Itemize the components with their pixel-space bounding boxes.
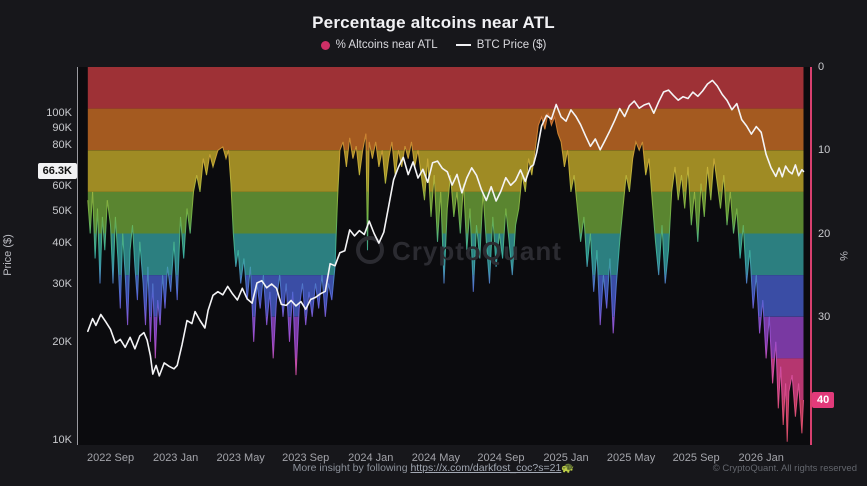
btc-line-icon	[455, 44, 471, 46]
y-axis-left-title: Price ($)	[2, 234, 14, 276]
x-tick-2023-May: 2023 May	[216, 452, 265, 464]
plot-canvas[interactable]: CryptoQuant	[78, 67, 810, 445]
y-left-tick-100K: 100K	[46, 107, 72, 120]
y-left-tick-60K: 60K	[52, 179, 72, 192]
altcoins-dot-icon	[320, 40, 330, 50]
x-tick-2023-Jan: 2023 Jan	[152, 452, 199, 464]
insight-link[interactable]: https://x.com/darkfost_coc?s=21	[410, 462, 562, 474]
rainbow-area-chart: CryptoQuant	[87, 67, 805, 442]
y-left-tick-50K: 50K	[52, 205, 72, 218]
y-right-tick-10: 10	[818, 144, 831, 157]
x-tick-2023-Sep: 2023 Sep	[282, 452, 330, 464]
y-left-tick-20K: 20K	[52, 335, 72, 348]
legend-label-altcoins: % Altcoins near ATL	[335, 39, 438, 51]
y-left-tick-10K: 10K	[52, 433, 72, 446]
btc-current-price-badge: 66.3K	[37, 163, 77, 180]
legend-item-btc[interactable]: BTC Price ($)	[455, 39, 547, 51]
y-left-tick-40K: 40K	[52, 237, 72, 250]
y-axis-right-spine	[810, 67, 812, 445]
page-title: Percentage altcoins near ATL	[312, 13, 555, 32]
cryptoquant-watermark: CryptoQuant	[392, 236, 562, 266]
legend: % Altcoins near ATL BTC Price ($)	[0, 39, 867, 51]
y-left-tick-30K: 30K	[52, 277, 72, 290]
legend-label-btc: BTC Price ($)	[476, 39, 547, 51]
footer-insight: More insight by following https://x.com/…	[0, 461, 867, 474]
x-tick-2024-May: 2024 May	[411, 452, 461, 464]
copyright-text: © CryptoQuant. All rights reserved	[712, 463, 857, 474]
y-left-tick-90K: 90K	[52, 121, 72, 134]
y-left-tick-80K: 80K	[52, 138, 72, 151]
y-right-tick-0: 0	[818, 61, 825, 73]
y-right-tick-20: 20	[818, 227, 831, 240]
x-tick-2022-Sep: 2022 Sep	[86, 452, 135, 464]
x-tick-2024-Sep: 2024 Sep	[477, 452, 525, 464]
y-axis-right-title: %	[837, 251, 849, 261]
insight-prefix: More insight by following	[292, 462, 411, 474]
x-tick-2026-Jan: 2026 Jan	[738, 452, 784, 464]
x-tick-2025-Sep: 2025 Sep	[672, 452, 720, 464]
altcoins-current-pct-badge: 40	[812, 392, 835, 409]
y-right-tick-30: 30	[818, 310, 831, 323]
x-tick-2025-May: 2025 May	[606, 452, 656, 464]
legend-item-altcoins[interactable]: % Altcoins near ATL	[320, 39, 438, 51]
x-tick-2025-Jan: 2025 Jan	[543, 452, 589, 464]
x-tick-2024-Jan: 2024 Jan	[348, 452, 394, 464]
turtle-emoji-icon: 🐢	[561, 462, 575, 474]
y-axis-left-spine	[77, 67, 78, 445]
